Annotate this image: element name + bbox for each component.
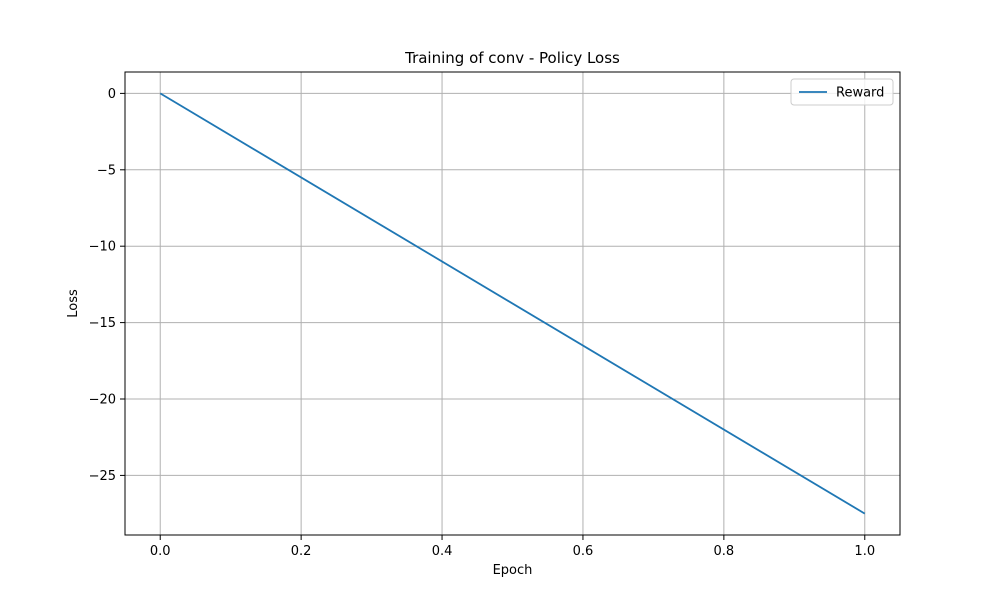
y-tick-label: −25	[89, 469, 116, 484]
y-tick-label: 0	[108, 87, 116, 102]
y-axis-label: Loss	[66, 289, 81, 318]
series-line-reward	[159, 92, 866, 515]
x-tick-label: 0.0	[150, 544, 171, 559]
chart-title: Training of conv - Policy Loss	[404, 49, 620, 67]
x-tick-label: 0.2	[291, 544, 312, 559]
y-tick-label: −5	[97, 163, 116, 178]
grid	[125, 72, 900, 535]
y-tick-label: −20	[89, 393, 116, 408]
ticks: 0.0 0.2 0.4 0.6 0.8 1.0 0 −5 −10 −15 −20 −25	[89, 87, 876, 559]
y-tick-label: −10	[89, 240, 116, 255]
x-tick-label: 1.0	[854, 544, 875, 559]
plot-frame	[124, 71, 901, 536]
x-axis-label: Epoch	[493, 563, 533, 578]
legend-label-reward: Reward	[836, 86, 884, 101]
x-tick-label: 0.8	[714, 544, 735, 559]
x-tick-label: 0.6	[573, 544, 594, 559]
series-layer	[159, 92, 866, 515]
legend-box	[790, 78, 894, 106]
x-tick-label: 0.4	[432, 544, 453, 559]
y-tick-label: −15	[89, 316, 116, 331]
legend: Reward	[790, 78, 894, 106]
